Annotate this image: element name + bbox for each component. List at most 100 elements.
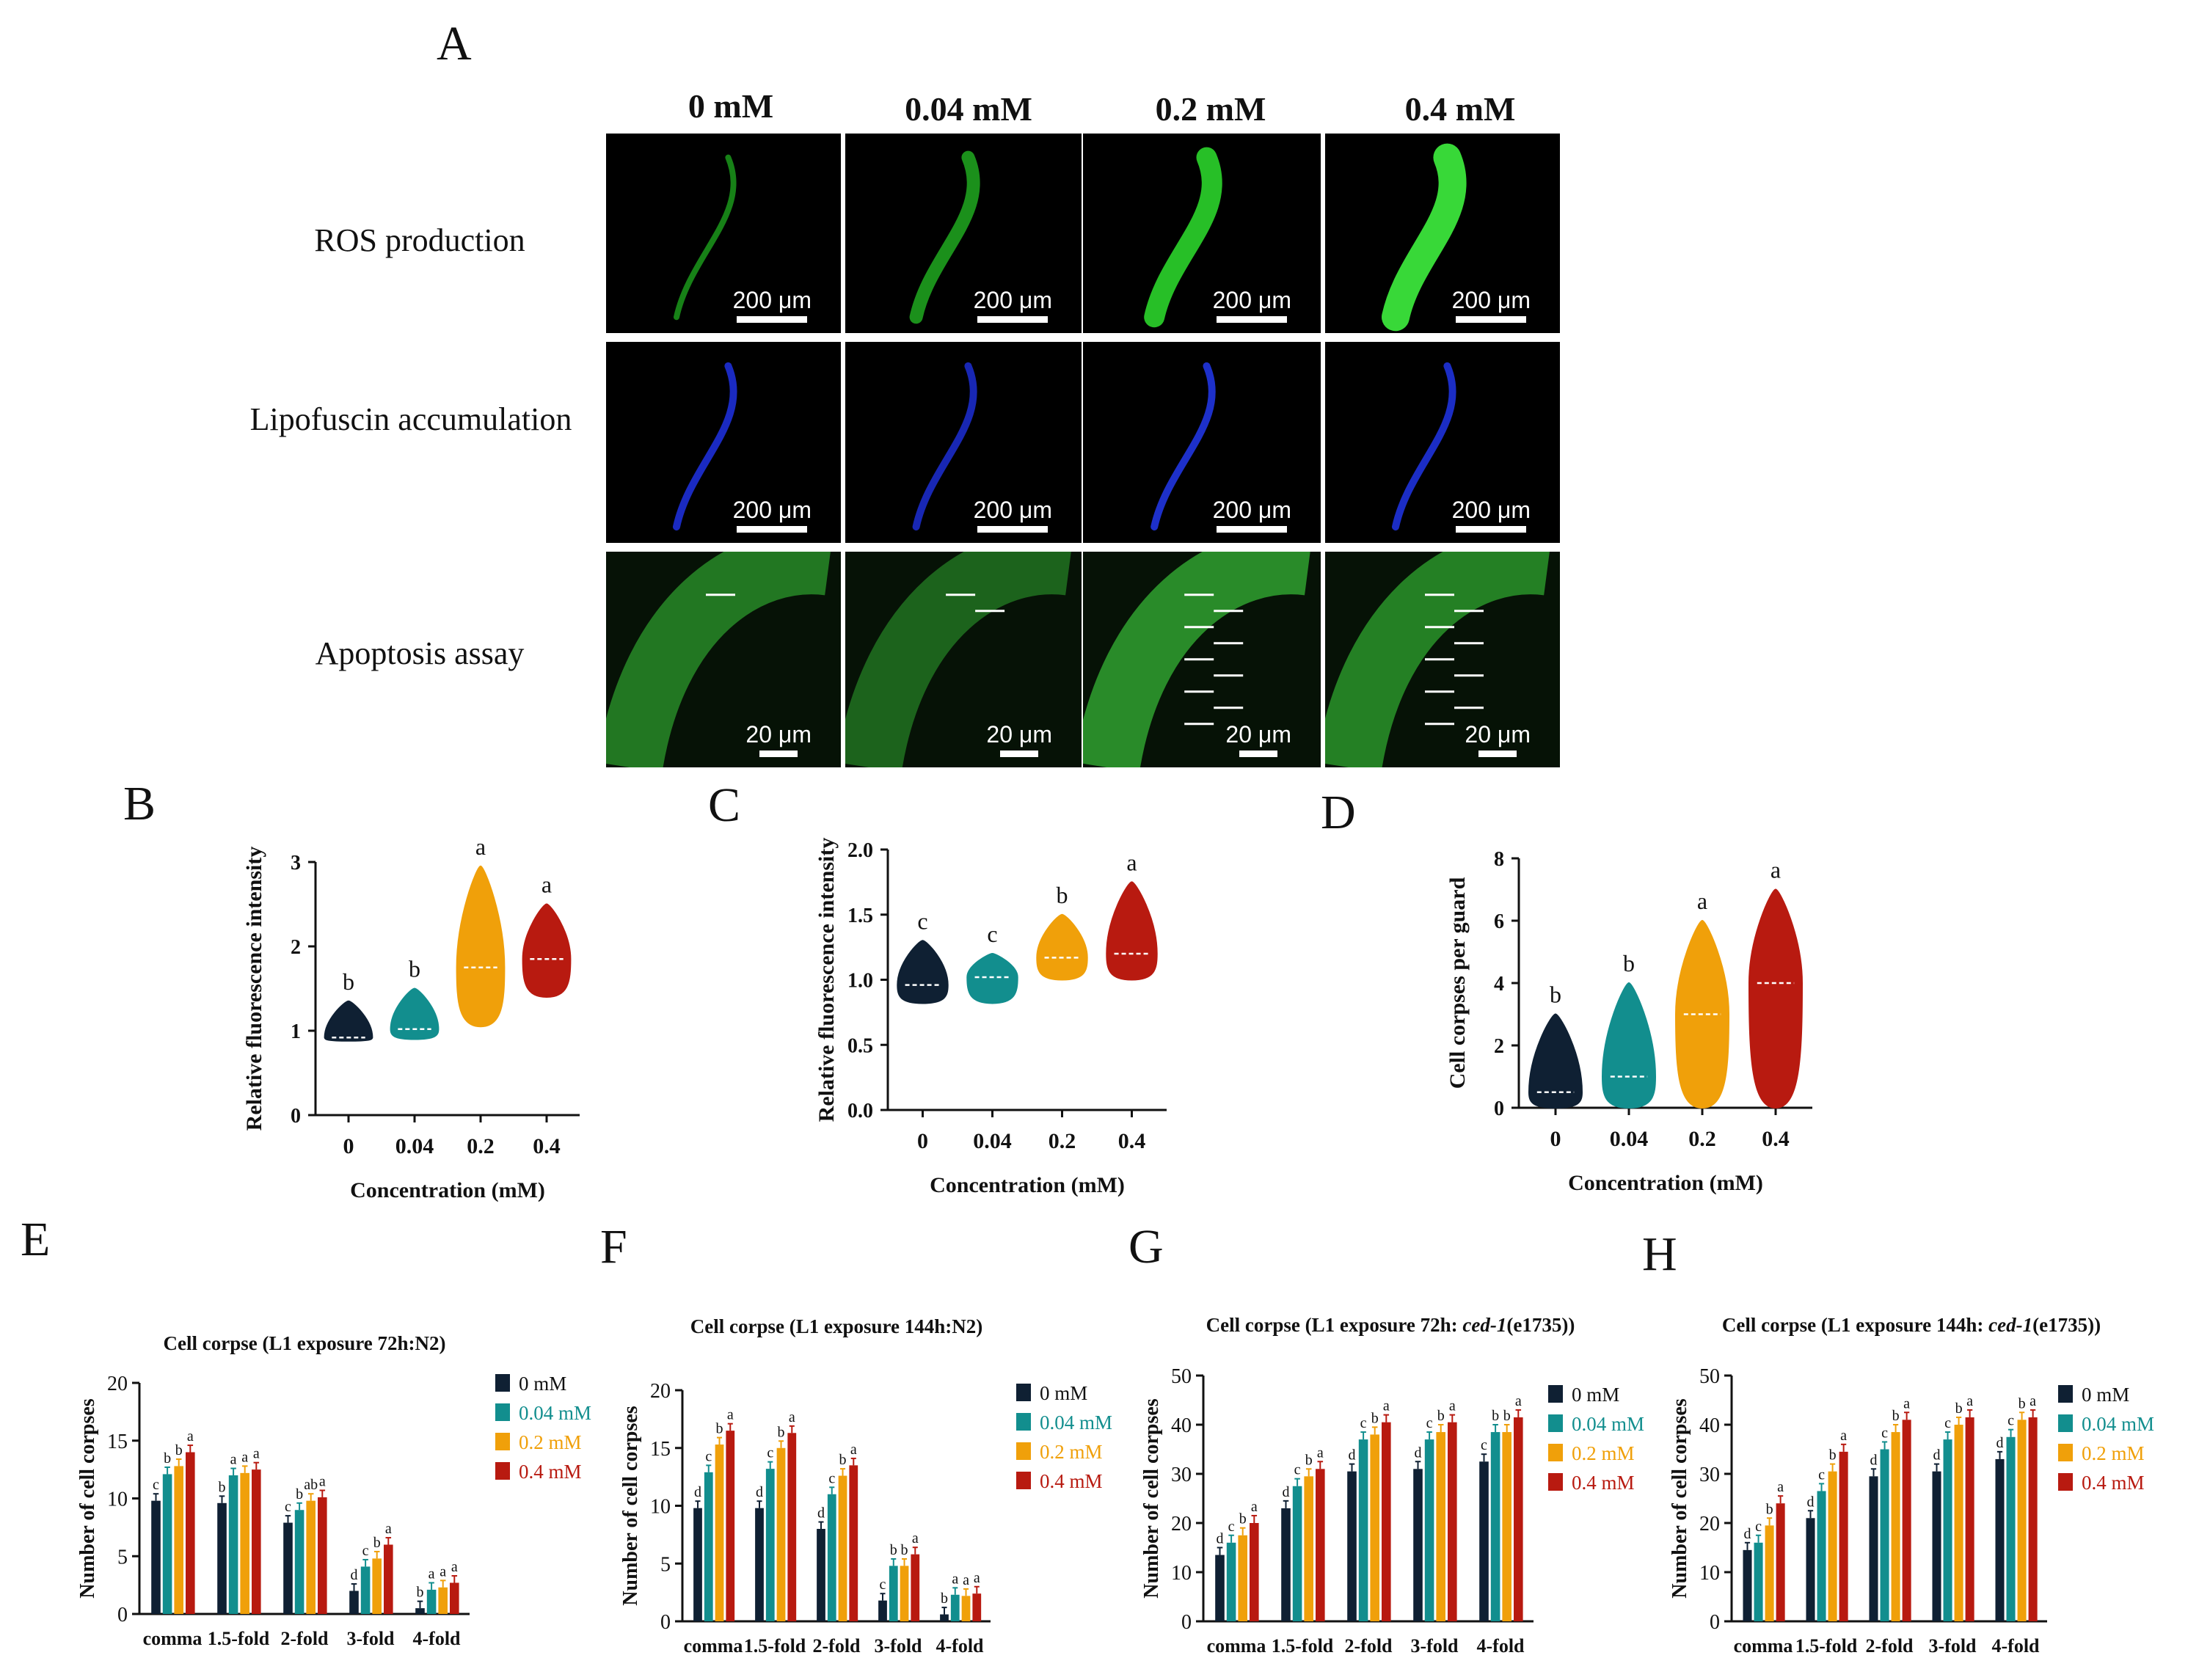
- legend-swatch: [495, 1433, 510, 1450]
- bar-1.5-fold-1: [1292, 1486, 1302, 1621]
- scale-bar: 200 μm: [732, 286, 812, 323]
- significance-letter: d: [1807, 1494, 1815, 1510]
- worm-shape: [1392, 362, 1456, 531]
- row-label-lipofuscin: Lipofuscin accumulation: [249, 401, 572, 437]
- legend-label: 0.2 mM: [1040, 1441, 1103, 1463]
- significance-letter: a: [1126, 849, 1137, 875]
- legend-label: 0.4 mM: [2082, 1472, 2145, 1494]
- x-axis-title: Concentration (mM): [1568, 1171, 1763, 1195]
- bar-3-fold-0: [349, 1590, 359, 1614]
- significance-letter: b: [2019, 1395, 2026, 1411]
- bar-4-fold-2: [2017, 1420, 2027, 1621]
- worm-body: [1325, 552, 1550, 767]
- chart-title-pre: Cell corpse (L1 exposure 144h:: [1722, 1314, 1988, 1336]
- significance-letter: a: [541, 872, 552, 898]
- significance-letter: c: [2008, 1413, 2014, 1429]
- significance-letter: c: [362, 1543, 369, 1559]
- significance-letter: c: [1755, 1519, 1762, 1535]
- violin-0.04: [1601, 982, 1657, 1109]
- y-tick-label: 20: [1171, 1513, 1192, 1535]
- scale-bar: 200 μm: [1213, 497, 1291, 533]
- significance-letter: a: [1383, 1398, 1390, 1414]
- bar-2-fold-1: [294, 1510, 305, 1614]
- scale-bar: 200 μm: [974, 287, 1052, 323]
- bar-comma-2: [174, 1466, 183, 1614]
- significance-letter: b: [296, 1486, 303, 1502]
- bar-4-fold-1: [2006, 1436, 2016, 1621]
- legend-label: 0.2 mM: [1572, 1442, 1635, 1464]
- micrograph-r0-c2: 200 μm: [1083, 134, 1321, 333]
- bar-2-fold-0: [1869, 1476, 1878, 1621]
- y-tick-label: 50: [1699, 1365, 1720, 1388]
- significance-letter: b: [1503, 1408, 1511, 1424]
- bar-comma-2: [1238, 1535, 1247, 1621]
- worm-shape: [674, 154, 737, 321]
- bar-comma-0: [151, 1500, 161, 1614]
- violin-0: [324, 1000, 373, 1042]
- bar-1.5-fold-1: [228, 1475, 238, 1614]
- scale-bar-label: 20 μm: [745, 720, 812, 748]
- scale-bar: 20 μm: [986, 721, 1052, 757]
- bar-4-fold-3: [972, 1593, 982, 1621]
- bar-3-fold-3: [911, 1554, 920, 1621]
- bar-2-fold-1: [1358, 1439, 1368, 1621]
- x-tick-label: 0: [1550, 1127, 1561, 1151]
- legend-swatch: [2058, 1385, 2073, 1403]
- micrograph-image: [1392, 362, 1456, 531]
- significance-letter: b: [1437, 1408, 1445, 1424]
- significance-letter: d: [1933, 1447, 1941, 1464]
- y-tick-label: 0: [1494, 1098, 1504, 1120]
- chart-title-post: (e1735)): [2032, 1314, 2101, 1336]
- significance-letter: a: [319, 1473, 326, 1489]
- significance-letter: a: [1449, 1398, 1456, 1414]
- significance-letter: b: [890, 1542, 897, 1558]
- bar-4-fold-0: [1995, 1458, 2005, 1621]
- bar-2-fold-2: [1891, 1432, 1900, 1621]
- bar-chart-g: Cell corpse (L1 exposure 72h: ced-1(e173…: [1140, 1314, 1644, 1657]
- scale-bar-label: 200 μm: [732, 286, 812, 313]
- y-tick-label: 50: [1171, 1365, 1192, 1388]
- micrograph-image: [673, 362, 737, 531]
- significance-letter: a: [385, 1521, 392, 1537]
- micrograph-image: [1083, 552, 1321, 767]
- bar-2-fold-0: [1347, 1471, 1357, 1621]
- x-tick-label: 1.5-fold: [208, 1628, 270, 1649]
- legend-label: 0.2 mM: [519, 1431, 582, 1453]
- y-tick-label: 15: [107, 1431, 128, 1453]
- legend-label: 0.04 mM: [519, 1402, 591, 1424]
- x-tick-label: 1.5-fold: [744, 1635, 806, 1657]
- legend-label: 0.04 mM: [2082, 1413, 2154, 1435]
- scale-bar: 200 μm: [1213, 287, 1291, 323]
- significance-letter: c: [1294, 1462, 1301, 1478]
- y-axis-title: Number of cell corpses: [76, 1398, 99, 1599]
- panel-letter-d: D: [1321, 786, 1356, 839]
- worm-body: [845, 552, 1071, 767]
- significance-letter: b: [1550, 982, 1561, 1008]
- y-tick-label: 0: [660, 1611, 671, 1634]
- worm-shape: [1144, 147, 1222, 328]
- x-tick-label: 4-fold: [936, 1635, 985, 1657]
- x-tick-label: 4-fold: [413, 1628, 462, 1649]
- micrograph-r0-c3: 200 μm: [1325, 134, 1560, 333]
- bar-1.5-fold-0: [1806, 1518, 1815, 1621]
- panel-letter-c: C: [708, 778, 741, 832]
- micrograph-image: [1150, 362, 1216, 531]
- x-tick-label: 2-fold: [1345, 1635, 1393, 1657]
- x-tick-label: 3-fold: [1411, 1635, 1459, 1657]
- x-tick-label: 2-fold: [1866, 1635, 1914, 1657]
- significance-letter: d: [1744, 1526, 1751, 1542]
- legend-label: 0.4 mM: [1040, 1470, 1103, 1492]
- concentration-header-1: 0.04 mM: [905, 90, 1032, 128]
- bar-comma-3: [1776, 1503, 1785, 1621]
- significance-letter: c: [987, 921, 997, 947]
- bar-3-fold-3: [1965, 1417, 1974, 1621]
- panel-letter-a: A: [437, 17, 472, 70]
- chart-title: Cell corpse (L1 exposure 144h: ced-1(e17…: [1722, 1314, 2101, 1336]
- significance-letter: b: [1492, 1408, 1499, 1424]
- bar-3-fold-1: [1943, 1439, 1952, 1621]
- significance-letter: b: [219, 1479, 226, 1495]
- bar-2-fold-1: [1880, 1449, 1889, 1621]
- x-axis-title: Concentration (mM): [930, 1173, 1125, 1197]
- micrograph-image: [606, 552, 841, 767]
- bar-3-fold-0: [1932, 1471, 1941, 1621]
